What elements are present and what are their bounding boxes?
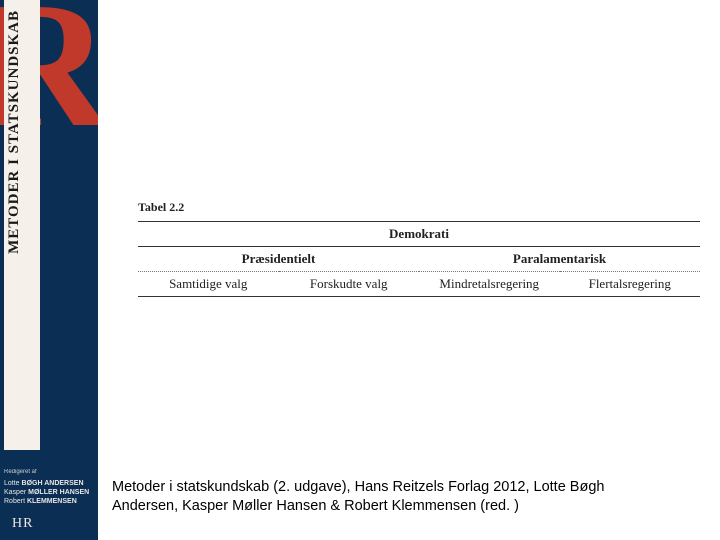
citation-line: Metoder i statskundskab (2. udgave), Han… xyxy=(112,479,604,495)
spine-vertical-title: METODER I STATSKUNDSKAB xyxy=(6,10,23,254)
citation-line: Andersen, Kasper Møller Hansen & Robert … xyxy=(112,498,519,514)
table-figure: Tabel 2.2 Demokrati Præsidentielt Parala… xyxy=(138,200,700,297)
spine-editors-block: Redigeret af Lotte BØGH ANDERSEN Kasper … xyxy=(4,468,94,506)
publisher-logo: HR xyxy=(12,516,33,532)
table-cell: Forskudte valg xyxy=(279,272,420,297)
democracy-typology-table: Demokrati Præsidentielt Paralamentarisk … xyxy=(138,221,700,297)
table-cell: Mindretalsregering xyxy=(419,272,560,297)
slide-main: Tabel 2.2 Demokrati Præsidentielt Parala… xyxy=(98,0,720,540)
table-caption: Tabel 2.2 xyxy=(138,200,700,215)
table-subheader: Præsidentielt xyxy=(138,247,419,272)
editor-last: BØGH ANDERSEN xyxy=(22,480,84,487)
editor-first: Lotte xyxy=(4,480,20,487)
book-spine-sidebar: RØA METODER I STATSKUNDSKAB Redigeret af… xyxy=(0,0,98,540)
table-subheader: Paralamentarisk xyxy=(419,247,700,272)
editor-last: KLEMMENSEN xyxy=(27,498,77,505)
editor-last: MØLLER HANSEN xyxy=(28,489,89,496)
editor-name: Lotte BØGH ANDERSEN xyxy=(4,479,94,488)
editors-label: Redigeret af xyxy=(4,468,94,477)
editor-first: Kasper xyxy=(4,489,26,496)
citation-footer: Metoder i statskundskab (2. udgave), Han… xyxy=(112,478,700,516)
table-header-span: Demokrati xyxy=(138,222,700,247)
editor-name: Robert KLEMMENSEN xyxy=(4,497,94,506)
table-cell: Samtidige valg xyxy=(138,272,279,297)
editor-first: Robert xyxy=(4,498,25,505)
table-cell: Flertalsregering xyxy=(560,272,701,297)
editor-name: Kasper MØLLER HANSEN xyxy=(4,488,94,497)
